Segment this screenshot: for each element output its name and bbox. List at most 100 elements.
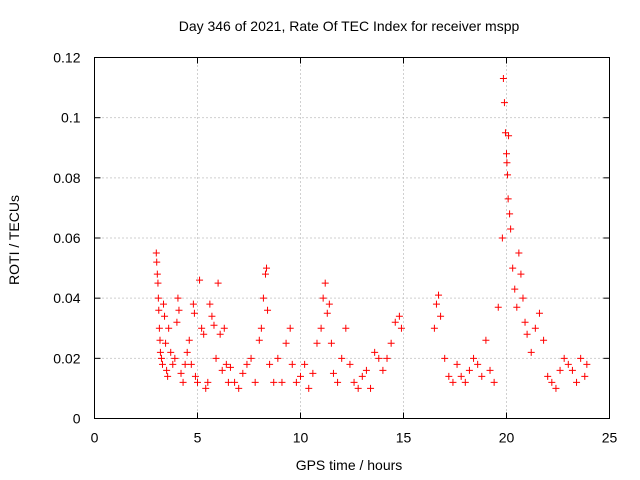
- data-point: [573, 378, 581, 386]
- data-point: [507, 225, 515, 233]
- y-tick-label: 0.1: [61, 110, 81, 126]
- data-point: [583, 360, 591, 368]
- data-point: [432, 300, 440, 308]
- data-point: [202, 384, 210, 392]
- data-point: [354, 384, 362, 392]
- data-point: [156, 348, 164, 356]
- data-point: [206, 300, 214, 308]
- data-point: [297, 372, 304, 380]
- data-point: [190, 309, 198, 317]
- y-tick-label: 0: [73, 411, 81, 427]
- data-point: [305, 384, 313, 392]
- data-point: [321, 279, 329, 287]
- y-tick-label: 0.04: [53, 290, 80, 306]
- data-point: [158, 360, 166, 368]
- data-point: [350, 378, 358, 386]
- data-point: [523, 330, 531, 338]
- data-point: [163, 366, 171, 374]
- data-point: [278, 378, 286, 386]
- data-point: [210, 321, 218, 329]
- data-point: [187, 360, 195, 368]
- data-point: [282, 339, 290, 347]
- data-point: [334, 378, 342, 386]
- data-point: [329, 369, 337, 377]
- data-point: [292, 378, 300, 386]
- data-point: [169, 360, 177, 368]
- data-point: [499, 75, 507, 83]
- data-point: [498, 234, 506, 242]
- data-point: [346, 360, 354, 368]
- data-point: [437, 312, 445, 320]
- data-point: [224, 378, 232, 386]
- data-point: [504, 171, 512, 179]
- y-tick-label: 0.06: [53, 230, 80, 246]
- data-point: [501, 129, 509, 137]
- data-point: [342, 324, 350, 332]
- x-tick-label: 15: [396, 430, 412, 446]
- data-point: [220, 324, 228, 332]
- data-point: [560, 354, 568, 362]
- data-point: [527, 348, 535, 356]
- data-point: [226, 363, 234, 371]
- data-point: [167, 348, 175, 356]
- data-point: [191, 372, 199, 380]
- data-point: [535, 309, 543, 317]
- data-point: [486, 366, 494, 374]
- data-point: [155, 306, 163, 314]
- data-point: [266, 360, 274, 368]
- data-point: [564, 360, 572, 368]
- data-point: [441, 354, 449, 362]
- data-point: [465, 366, 473, 374]
- data-point: [519, 294, 527, 302]
- data-point: [482, 336, 490, 344]
- data-point: [164, 372, 172, 380]
- data-point: [243, 360, 251, 368]
- y-tick-label: 0.08: [53, 170, 80, 186]
- data-point: [509, 264, 517, 272]
- data-point: [198, 324, 206, 332]
- data-point: [327, 339, 335, 347]
- data-point: [513, 303, 521, 311]
- data-point: [177, 369, 185, 377]
- data-point: [153, 270, 161, 278]
- grid-layer: [94, 57, 610, 419]
- data-point: [338, 354, 346, 362]
- data-point: [506, 210, 514, 218]
- data-point: [270, 378, 278, 386]
- data-point: [263, 264, 271, 272]
- data-point: [154, 279, 162, 287]
- x-tick-label: 0: [91, 430, 99, 446]
- data-point: [161, 312, 169, 320]
- data-point: [435, 291, 443, 299]
- data-point: [175, 306, 183, 314]
- data-point: [185, 336, 193, 344]
- data-point: [152, 249, 160, 257]
- data-point: [214, 279, 222, 287]
- data-point: [391, 318, 399, 326]
- y-axis-label: ROTI / TECUs: [6, 195, 22, 285]
- data-point: [457, 372, 465, 380]
- data-point: [552, 384, 560, 392]
- data-point: [556, 366, 564, 374]
- data-point: [208, 312, 216, 320]
- data-point: [216, 330, 224, 338]
- x-tick-label: 20: [499, 430, 515, 446]
- data-point: [194, 378, 201, 386]
- data-point: [157, 354, 165, 362]
- data-point: [251, 378, 259, 386]
- data-point: [288, 360, 296, 368]
- data-point: [255, 336, 263, 344]
- data-point: [383, 354, 391, 362]
- data-point: [179, 378, 187, 386]
- data-point: [445, 372, 453, 380]
- data-point: [470, 354, 478, 362]
- data-point: [189, 300, 197, 308]
- x-axis-label: GPS time / hours: [296, 457, 403, 473]
- data-point: [264, 306, 272, 314]
- data-point: [387, 339, 395, 347]
- data-point: [504, 195, 512, 203]
- data-point: [212, 354, 220, 362]
- data-point: [274, 354, 282, 362]
- data-point: [173, 318, 181, 326]
- data-point: [323, 309, 331, 317]
